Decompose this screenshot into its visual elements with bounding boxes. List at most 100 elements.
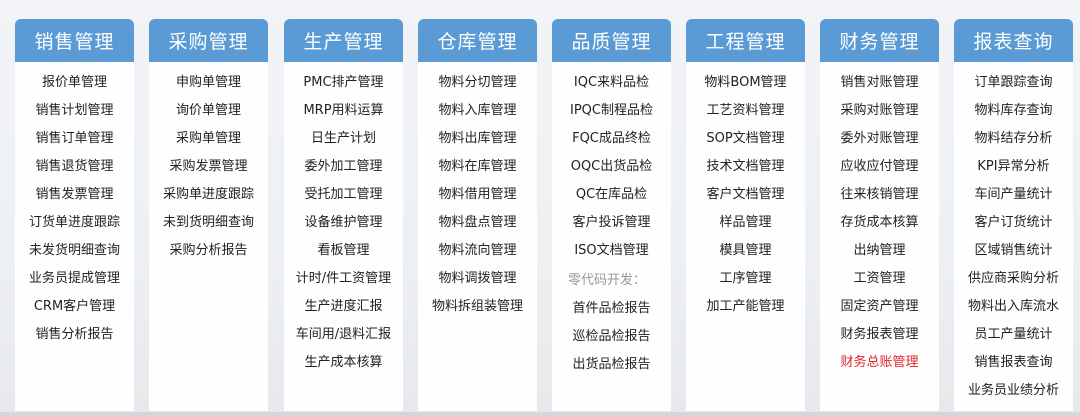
module-header[interactable]: 品质管理 [552, 19, 671, 62]
menu-item[interactable]: 固定资产管理 [840, 299, 919, 314]
menu-item[interactable]: OQC出货品检 [570, 159, 653, 174]
menu-item[interactable]: 物料入库管理 [438, 103, 517, 118]
menu-item[interactable]: 物料在库管理 [438, 159, 517, 174]
menu-item[interactable]: 巡检品检报告 [572, 329, 651, 344]
menu-item[interactable]: 物料库存查询 [974, 103, 1053, 118]
menu-item[interactable]: 销售报表查询 [974, 355, 1053, 370]
menu-item[interactable]: 询价单管理 [175, 103, 241, 118]
module-header[interactable]: 生产管理 [284, 19, 403, 62]
menu-item[interactable]: MRP用料运算 [303, 103, 384, 118]
module-header[interactable]: 工程管理 [686, 19, 805, 62]
menu-item[interactable]: 工序管理 [719, 271, 772, 286]
menu-item[interactable]: ISO文档管理 [574, 243, 649, 258]
menu-item[interactable]: 样品管理 [719, 215, 772, 230]
menu-item[interactable]: 未到货明细查询 [162, 215, 254, 230]
menu-item[interactable]: 销售计划管理 [35, 103, 114, 118]
menu-item[interactable]: 生产进度汇报 [304, 299, 383, 314]
module-column: 仓库管理物料分切管理 物料入库管理 物料出库管理 物料在库管理 物料借用管理 物料盘点管理… [418, 19, 537, 411]
menu-item[interactable]: 物料出入库流水 [967, 299, 1059, 314]
menu-item[interactable]: 业务员提成管理 [28, 271, 120, 286]
menu-item[interactable]: IQC来料品检 [573, 75, 650, 90]
menu-item[interactable]: 存货成本核算 [840, 215, 919, 230]
module-column: 生产管理 PMC排产管理 MRP用料运算 日生产计划委外加工管理 受托加工管理 设备维护管… [284, 19, 403, 411]
menu-item[interactable]: 日生产计划 [310, 131, 376, 146]
menu-item[interactable]: FQC成品终检 [572, 131, 651, 146]
menu-item[interactable]: 销售订单管理 [35, 131, 114, 146]
menu-item[interactable]: 财务报表管理 [840, 327, 919, 342]
menu-item[interactable]: 物料流向管理 [438, 243, 517, 258]
module-item-list: 物料分切管理 物料入库管理 物料出库管理 物料在库管理 物料借用管理 物料盘点管理 物料流向… [418, 74, 537, 326]
menu-item[interactable]: 工艺资料管理 [706, 103, 785, 118]
menu-item[interactable]: 销售对账管理 [840, 75, 919, 90]
menu-item[interactable]: 往来核销管理 [840, 187, 919, 202]
menu-item[interactable]: 物料借用管理 [438, 187, 517, 202]
menu-item[interactable]: 车间产量统计 [974, 187, 1053, 202]
menu-item[interactable]: 业务员业绩分析 [967, 383, 1059, 398]
menu-item[interactable]: 受托加工管理 [304, 187, 383, 202]
menu-item[interactable]: 采购发票管理 [169, 159, 248, 174]
module-header[interactable]: 仓库管理 [418, 19, 537, 62]
menu-item[interactable]: 销售退货管理 [35, 159, 114, 174]
module-item-list: PMC排产管理 MRP用料运算 日生产计划委外加工管理 受托加工管理 设备维护管理 看板管… [284, 74, 403, 382]
menu-item[interactable]: 采购对账管理 [840, 103, 919, 118]
menu-item[interactable]: KPI异常分析 [977, 159, 1050, 174]
menu-item[interactable]: 工资管理 [853, 271, 906, 286]
menu-item[interactable]: CRM客户管理 [33, 299, 116, 314]
column-body [149, 62, 268, 411]
menu-item[interactable]: 技术文档管理 [706, 159, 785, 174]
menu-item[interactable]: 模具管理 [719, 243, 772, 258]
menu-item[interactable]: 物料结存分析 [974, 131, 1053, 146]
column-body [552, 62, 671, 411]
module-column: 财务管理销售对账管理 采购对账管理 委外对账管理 应收应付管理 往来核销管理 存货成本核算… [820, 19, 939, 411]
menu-item[interactable]: SOP文档管理 [706, 131, 785, 146]
module-header[interactable]: 财务管理 [820, 19, 939, 62]
menu-item[interactable]: 采购单管理 [175, 131, 241, 146]
menu-item[interactable]: 看板管理 [317, 243, 370, 258]
menu-item[interactable]: 委外加工管理 [304, 159, 383, 174]
module-column: 品质管理 IQC来料品检 IPQC制程品检 FQC成品终检 OQC出货品检 QC在库品检客… [552, 19, 671, 411]
menu-item[interactable]: 物料调拨管理 [438, 271, 517, 286]
column-body [954, 62, 1073, 411]
bottom-divider [0, 412, 1080, 417]
menu-item[interactable]: 物料拆组装管理 [431, 299, 523, 314]
menu-item[interactable]: 订货单进度跟踪 [28, 215, 120, 230]
menu-item[interactable]: 供应商采购分析 [967, 271, 1059, 286]
menu-item[interactable]: 计时/件工资管理 [295, 271, 392, 286]
menu-item[interactable]: 客户投诉管理 [572, 215, 651, 230]
menu-item[interactable]: 物料出库管理 [438, 131, 517, 146]
module-header[interactable]: 销售管理 [15, 19, 134, 62]
menu-item[interactable]: 车间用/退料汇报 [295, 327, 392, 342]
menu-item[interactable]: 客户订货统计 [974, 215, 1053, 230]
menu-item[interactable]: 应收应付管理 [840, 159, 919, 174]
menu-item[interactable]: PMC排产管理 [303, 75, 384, 90]
menu-item[interactable]: 财务总账管理 [840, 355, 919, 370]
menu-item[interactable]: 未发货明细查询 [28, 243, 120, 258]
menu-item[interactable]: 委外对账管理 [840, 131, 919, 146]
menu-item[interactable]: QC在库品检 [575, 187, 648, 202]
menu-item[interactable]: 出货品检报告 [572, 357, 651, 372]
menu-item[interactable]: 物料BOM管理 [704, 75, 787, 90]
menu-item[interactable]: 员工产量统计 [974, 327, 1053, 342]
menu-item[interactable]: 首件品检报告 [572, 301, 651, 316]
menu-item[interactable]: 采购分析报告 [169, 243, 248, 258]
menu-item[interactable]: 销售发票管理 [35, 187, 114, 202]
menu-item[interactable]: 出纳管理 [853, 243, 906, 258]
menu-item[interactable]: 物料分切管理 [438, 75, 517, 90]
menu-item[interactable]: 物料盘点管理 [438, 215, 517, 230]
module-header[interactable]: 报表查询 [954, 19, 1073, 62]
menu-item[interactable]: 加工产能管理 [706, 299, 785, 314]
menu-item[interactable]: 区域销售统计 [974, 243, 1053, 258]
menu-item[interactable]: 订单跟踪查询 [974, 75, 1053, 90]
menu-item[interactable]: 生产成本核算 [304, 355, 383, 370]
menu-item[interactable]: 申购单管理 [175, 75, 241, 90]
module-item-list: 物料BOM管理 工艺资料管理 SOP文档管理 技术文档管理 客户文档管理 样品管理模具管理… [686, 74, 805, 326]
menu-item[interactable]: 销售分析报告 [35, 327, 114, 342]
module-column: 销售管理报价单管理销售计划管理 销售订单管理 销售退货管理 销售发票管理 订货单进度跟踪… [15, 19, 134, 411]
menu-item[interactable]: 设备维护管理 [304, 215, 383, 230]
menu-item[interactable]: 客户文档管理 [706, 187, 785, 202]
menu-item[interactable]: 采购单进度跟踪 [162, 187, 254, 202]
menu-item[interactable]: IPQC制程品检 [570, 103, 653, 118]
column-body [418, 62, 537, 411]
menu-item[interactable]: 报价单管理 [41, 75, 107, 90]
module-header[interactable]: 采购管理 [149, 19, 268, 62]
